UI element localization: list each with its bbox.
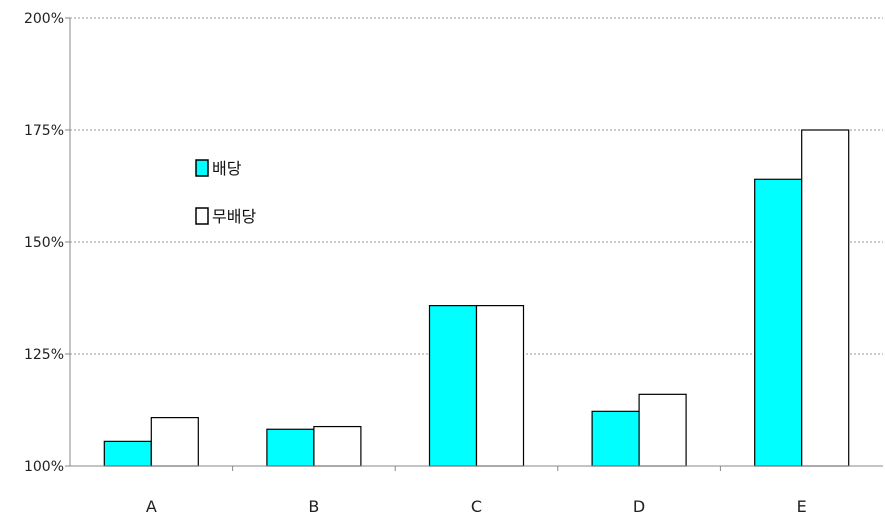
y-tick-label: 125% — [24, 347, 64, 363]
y-tick-label: 100% — [24, 459, 64, 475]
y-tick-label: 200% — [24, 11, 64, 27]
x-category-label: B — [308, 497, 319, 516]
bar-C-series-2 — [475, 305, 525, 467]
legend-swatch-series-1 — [195, 159, 209, 177]
bar-A-series-1 — [103, 440, 152, 467]
x-axis-category-labels: A B C D E — [146, 497, 807, 516]
x-category-label: E — [797, 497, 807, 516]
x-category-label: C — [471, 497, 482, 516]
bar-E-series-2 — [801, 129, 850, 467]
bar-D-series-1 — [591, 410, 640, 467]
bar-C-series-1 — [428, 305, 478, 467]
bars — [103, 129, 850, 467]
y-axis-tick-labels: 100% 125% 150% 175% 200% — [24, 11, 64, 475]
y-tick-label: 150% — [24, 235, 64, 251]
x-category-label: D — [633, 497, 645, 516]
grid-lines — [70, 17, 883, 355]
x-category-label: A — [146, 497, 157, 516]
bar-B-series-1 — [266, 428, 315, 467]
bar-A-series-2 — [150, 417, 199, 467]
bar-D-series-2 — [638, 393, 687, 467]
bar-E-series-1 — [754, 178, 803, 467]
legend-label-series-1: 배당 — [212, 159, 242, 178]
legend-swatch-series-2 — [195, 207, 209, 225]
axes — [65, 17, 883, 471]
bar-B-series-2 — [313, 425, 362, 467]
legend-label-series-2: 무배당 — [212, 207, 256, 226]
y-tick-label: 175% — [24, 123, 64, 139]
